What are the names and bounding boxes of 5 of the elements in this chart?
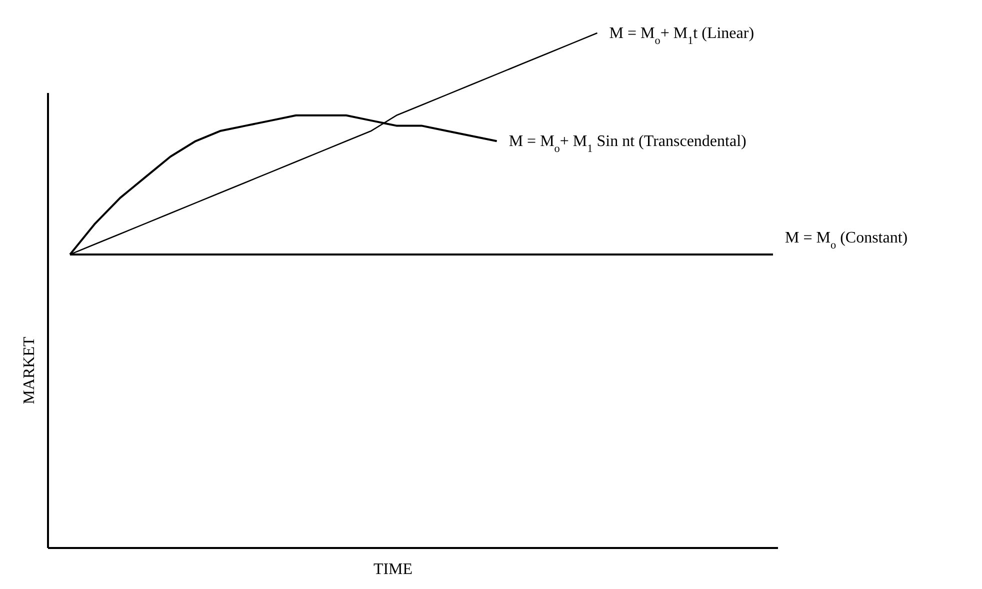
- y-axis-title: MARKET: [21, 336, 38, 404]
- series-label: M = M$_{o}$+ M$_{1}$ Sin nt (Transcendental): [508, 133, 746, 156]
- series-label: M = M$_{o}$+ M$_{1}$t (Linear): [609, 25, 754, 47]
- series-label: M = M$_{o}$ (Constant): [785, 229, 908, 252]
- x-axis-title: TIME: [373, 561, 413, 578]
